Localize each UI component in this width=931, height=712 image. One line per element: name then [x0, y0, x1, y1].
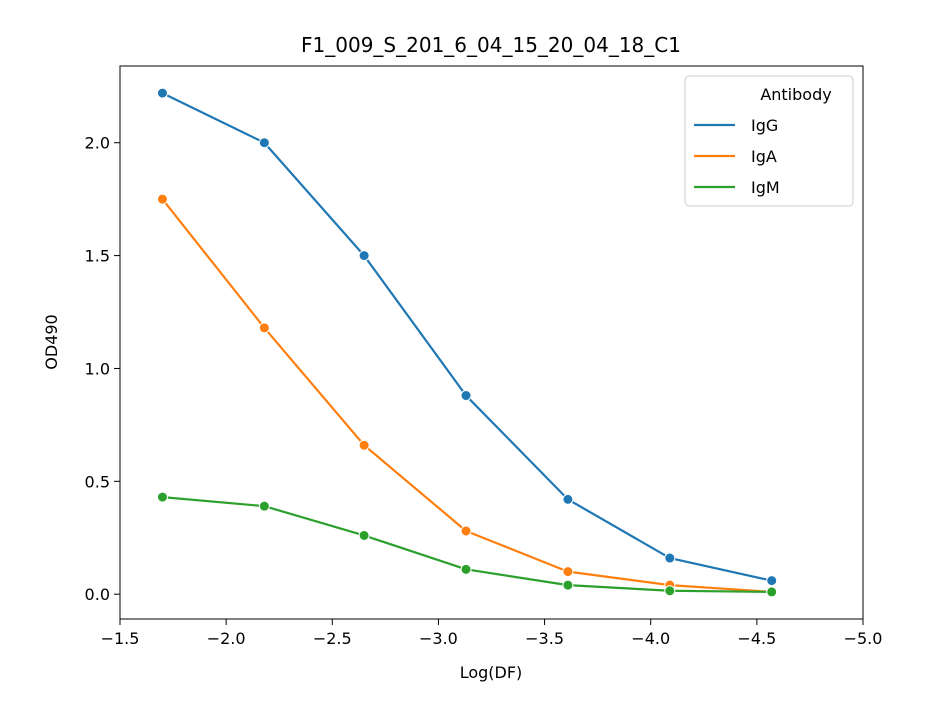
data-point-igm — [562, 579, 574, 591]
data-point-igg — [156, 87, 168, 99]
x-tick-label: −2.5 — [313, 629, 352, 648]
data-point-iga — [460, 525, 472, 537]
plot-area — [156, 87, 778, 598]
x-tick-label: −1.5 — [101, 629, 140, 648]
x-axis-label: Log(DF) — [460, 663, 523, 682]
y-tick-label: 0.5 — [85, 472, 110, 491]
series-line-igm — [162, 496, 772, 594]
data-point-igg — [258, 137, 270, 149]
data-point-iga — [358, 439, 370, 451]
x-tick-label: −3.0 — [419, 629, 458, 648]
y-axis: 0.0 0.5 1.0 1.5 2.0 — [85, 134, 120, 604]
series-igm — [156, 491, 778, 598]
data-point-igg — [358, 250, 370, 262]
data-point-igm — [358, 529, 370, 541]
legend-title: Antibody — [760, 85, 831, 104]
chart-title: F1_009_S_201_6_04_15_20_04_18_C1 — [301, 33, 681, 57]
x-tick-label: −5.0 — [844, 629, 883, 648]
axes-frame — [119, 65, 864, 620]
data-point-igg — [460, 390, 472, 402]
data-point-igg — [766, 575, 778, 587]
data-point-igm — [460, 563, 472, 575]
data-point-igg — [664, 552, 676, 564]
x-axis: −1.5 −2.0 −2.5 −3.0 −3.5 −4.0 −4.5 −5.0 — [101, 619, 883, 648]
data-point-igm — [766, 586, 778, 598]
data-point-igm — [156, 491, 168, 503]
series-igg — [156, 87, 778, 587]
y-tick-label: 0.0 — [85, 585, 110, 604]
y-tick-label: 2.0 — [85, 134, 110, 153]
legend-box — [684, 75, 854, 207]
data-point-igg — [562, 493, 574, 505]
legend-label-iga: IgA — [751, 147, 777, 166]
data-point-iga — [562, 566, 574, 578]
data-point-igm — [258, 500, 270, 512]
data-point-igm — [664, 585, 676, 597]
data-point-iga — [156, 193, 168, 205]
legend: Antibody IgG IgA IgM — [684, 75, 854, 207]
x-tick-label: −3.5 — [525, 629, 564, 648]
y-tick-label: 1.0 — [85, 359, 110, 378]
x-tick-label: −4.5 — [737, 629, 776, 648]
x-tick-label: −2.0 — [207, 629, 246, 648]
series-line-igg — [161, 92, 772, 582]
legend-label-igg: IgG — [751, 116, 778, 135]
data-point-iga — [258, 322, 270, 334]
y-axis-label: OD490 — [42, 314, 61, 369]
x-tick-label: −4.0 — [631, 629, 670, 648]
y-tick-label: 1.5 — [85, 247, 110, 266]
legend-label-igm: IgM — [751, 178, 780, 197]
